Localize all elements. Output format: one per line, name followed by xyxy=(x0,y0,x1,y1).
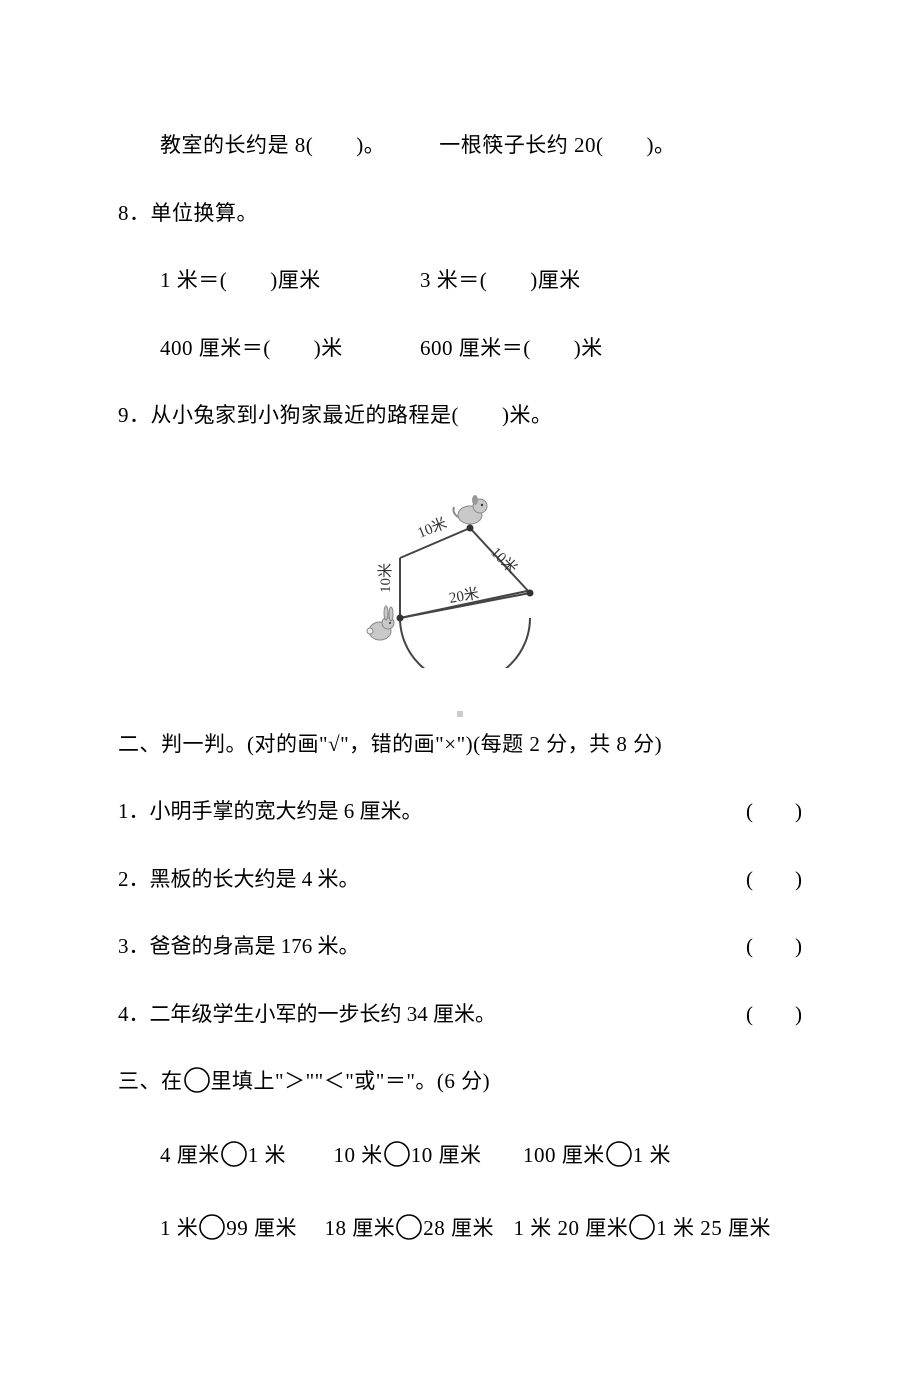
sec2-item-blank: ( ) xyxy=(726,864,802,896)
q9-label-topleft: 10米 xyxy=(415,514,449,541)
rabbit-icon xyxy=(367,606,394,640)
sec3-title-post: 里填上"＞""＜"或"＝"。(6 分) xyxy=(211,1069,491,1093)
sec3-r1-a-post: 1 米 xyxy=(248,1143,286,1167)
sec2-item-4: 4．二年级学生小军的一步长约 34 厘米。 ( ) xyxy=(118,999,802,1031)
page-dot-icon xyxy=(457,711,463,717)
q7-line: 教室的长约是 8( )。 一根筷子长约 20( )。 xyxy=(118,130,802,162)
q8-r1b: 3 米＝( )厘米 xyxy=(420,265,581,297)
q8-r2b: 600 厘米＝( )米 xyxy=(420,333,603,365)
sec2-item-3: 3．爸爸的身高是 176 米。 ( ) xyxy=(118,931,802,963)
sec3-r2-a-post: 99 厘米 xyxy=(226,1216,297,1240)
sec2-title: 二、判一判。(对的画"√"，错的画"×")(每题 2 分，共 8 分) xyxy=(118,729,802,761)
sec2-item-2: 2．黑板的长大约是 4 米。 ( ) xyxy=(118,864,802,896)
sec3-row1: 4 厘米 1 米 10 米 10 厘米 100 厘米 1 米 xyxy=(118,1140,802,1178)
q9-diagram: 10米 10米 10米 20米 xyxy=(118,468,802,678)
worksheet-page: 教室的长约是 8( )。 一根筷子长约 20( )。 8．单位换算。 1 米＝(… xyxy=(0,0,920,1387)
sec3-row2: 1 米 99 厘米 18 厘米 28 厘米 1 米 20 厘米 1 米 25 厘米 xyxy=(118,1213,802,1251)
dog-icon xyxy=(454,495,488,524)
sec2-item-text: 1．小明手掌的宽大约是 6 厘米。 xyxy=(118,796,726,828)
q9-title: 9．从小兔家到小狗家最近的路程是( )米。 xyxy=(118,400,802,432)
sec2-item-text: 2．黑板的长大约是 4 米。 xyxy=(118,864,726,896)
sec3-title: 三、在 里填上"＞""＜"或"＝"。(6 分) xyxy=(118,1066,802,1104)
circle-blank-icon xyxy=(383,1140,411,1178)
circle-blank-icon xyxy=(395,1213,423,1251)
sec3-r1-b-pre: 10 米 xyxy=(334,1143,383,1167)
circle-blank-icon xyxy=(183,1066,211,1104)
circle-blank-icon xyxy=(605,1140,633,1178)
q8-row2: 400 厘米＝( )米 600 厘米＝( )米 xyxy=(118,333,802,365)
sec2-item-text: 4．二年级学生小军的一步长约 34 厘米。 xyxy=(118,999,726,1031)
sec3-r2-c-post: 1 米 25 厘米 xyxy=(656,1216,771,1240)
circle-blank-icon xyxy=(198,1213,226,1251)
sec3-title-pre: 三、在 xyxy=(118,1069,183,1093)
q8-r2a: 400 厘米＝( )米 xyxy=(160,333,420,365)
circle-blank-icon xyxy=(628,1213,656,1251)
sec3-r2-c-pre: 1 米 20 厘米 xyxy=(514,1216,629,1240)
q8-row1: 1 米＝( )厘米 3 米＝( )厘米 xyxy=(118,265,802,297)
sec3-r1-a-pre: 4 厘米 xyxy=(160,1143,220,1167)
sec3-r1-b-post: 10 厘米 xyxy=(411,1143,482,1167)
sec3-r2-b-pre: 18 厘米 xyxy=(325,1216,396,1240)
sec2-item-blank: ( ) xyxy=(726,931,802,963)
page-marker xyxy=(118,697,802,729)
sec3-r2-b-post: 28 厘米 xyxy=(423,1216,494,1240)
circle-blank-icon xyxy=(220,1140,248,1178)
sec2-item-blank: ( ) xyxy=(726,999,802,1031)
q8-r1a: 1 米＝( )厘米 xyxy=(160,265,420,297)
sec2-item-blank: ( ) xyxy=(726,796,802,828)
q9-label-topright: 10米 xyxy=(487,543,520,576)
sec2-item-1: 1．小明手掌的宽大约是 6 厘米。 ( ) xyxy=(118,796,802,828)
q8-title: 8．单位换算。 xyxy=(118,198,802,230)
sec3-r1-c-post: 1 米 xyxy=(633,1143,671,1167)
q9-label-left: 10米 xyxy=(377,562,394,592)
sec2-item-text: 3．爸爸的身高是 176 米。 xyxy=(118,931,726,963)
sec3-r1-c-pre: 100 厘米 xyxy=(523,1143,605,1167)
sec3-r2-a-pre: 1 米 xyxy=(160,1216,198,1240)
